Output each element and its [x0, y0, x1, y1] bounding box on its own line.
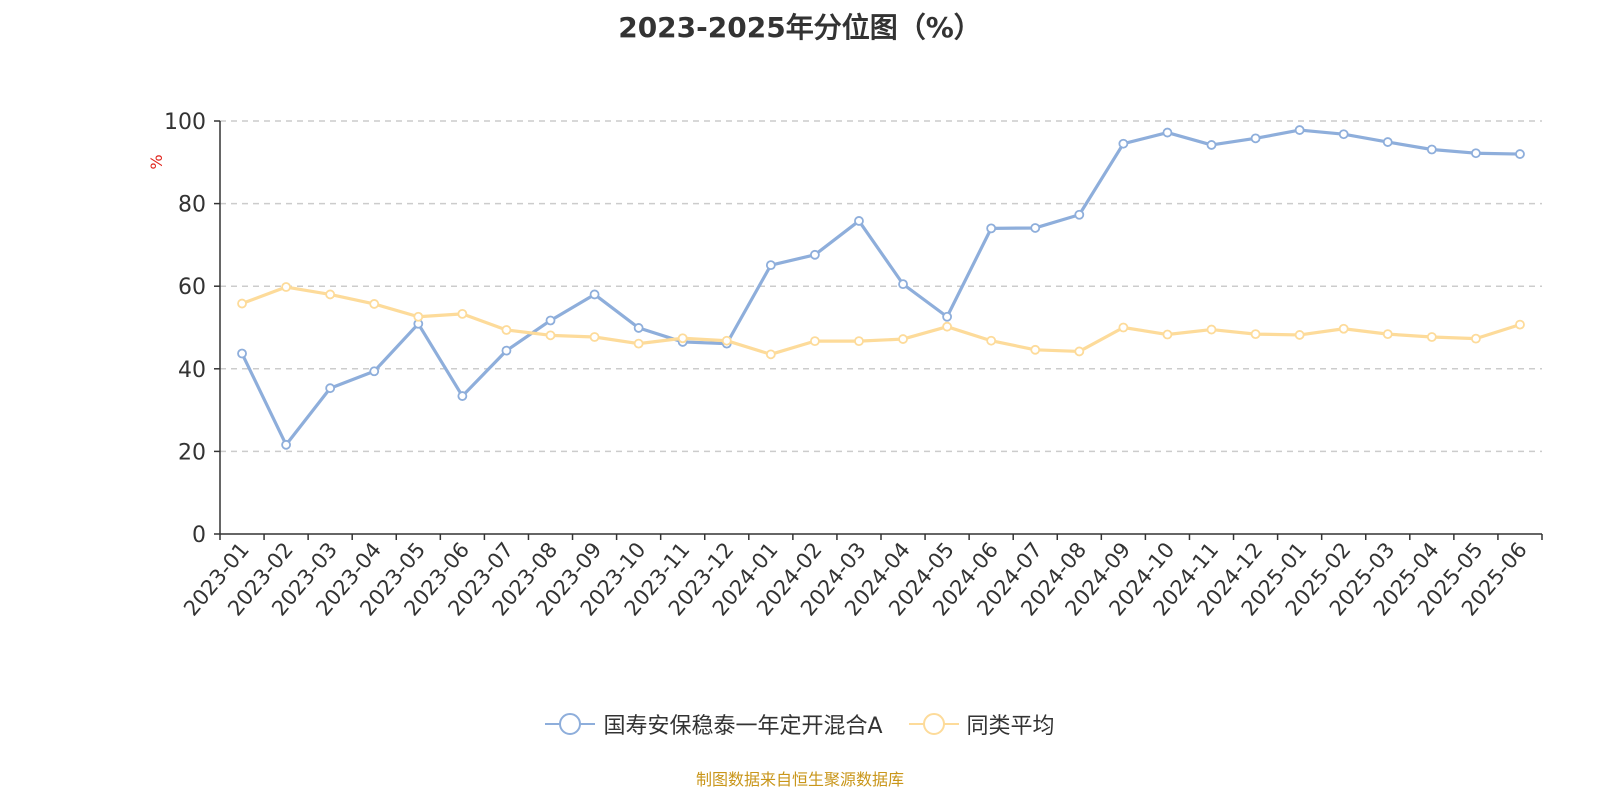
legend-swatch-icon [908, 713, 959, 735]
y-tick-label: 60 [178, 275, 206, 300]
data-point-series-2 [237, 298, 247, 309]
data-point-series-1 [1515, 149, 1525, 159]
y-tick-label: 80 [178, 193, 206, 218]
data-point-series-2 [677, 333, 688, 344]
data-point-series-2 [369, 299, 380, 309]
data-point-series-1 [1250, 133, 1261, 144]
data-point-series-2 [413, 311, 424, 322]
data-point-series-2 [898, 334, 908, 344]
series-line-1 [240, 128, 1520, 447]
data-point-series-1 [1118, 138, 1129, 149]
data-point-series-1 [1162, 127, 1173, 138]
data-point-series-2 [810, 336, 820, 347]
data-point-series-2 [1338, 323, 1349, 334]
data-point-series-1 [281, 439, 292, 450]
data-point-series-2 [1030, 344, 1041, 355]
legend-item-2[interactable]: 同类平均 [908, 708, 1055, 740]
data-point-series-2 [1206, 324, 1217, 335]
y-tick-label: 0 [192, 523, 206, 548]
data-point-series-1 [854, 216, 864, 226]
data-point-series-2 [765, 349, 776, 360]
chart-title: 2023-2025年分位图（%） [618, 11, 982, 44]
data-point-series-1 [1074, 209, 1085, 220]
y-tick-label: 40 [178, 358, 206, 383]
data-point-series-2 [633, 338, 644, 349]
data-point-series-1 [457, 391, 468, 401]
line-chart: 020406080100%2023-012023-022023-032023-0… [147, 110, 1543, 620]
series-layer [237, 125, 1525, 450]
legend: 国寿安保稳泰一年定开混合A 同类平均 [0, 708, 1600, 740]
data-point-series-1 [1338, 129, 1349, 140]
data-point-series-1 [589, 289, 600, 300]
data-point-series-1 [545, 315, 556, 326]
data-point-series-2 [1250, 329, 1261, 340]
data-point-series-1 [369, 366, 380, 377]
data-point-series-1 [986, 223, 997, 234]
data-point-series-2 [942, 321, 952, 332]
data-point-series-2 [1515, 319, 1525, 330]
data-point-series-1 [1471, 148, 1481, 159]
grid-lines [220, 120, 1542, 453]
legend-swatch-marker [559, 713, 582, 735]
data-point-series-2 [1471, 333, 1481, 344]
data-point-series-2 [1118, 322, 1129, 333]
data-point-series-2 [1162, 329, 1173, 340]
data-point-series-2 [325, 289, 336, 300]
legend-swatch-icon [545, 713, 596, 735]
data-point-series-2 [501, 325, 512, 335]
data-point-series-1 [765, 260, 776, 271]
data-point-series-1 [1030, 223, 1041, 233]
data-point-series-2 [1294, 330, 1305, 340]
data-point-series-1 [237, 348, 247, 359]
y-tick-label: 20 [178, 440, 206, 465]
data-point-series-1 [810, 249, 820, 260]
data-point-series-2 [1074, 346, 1085, 357]
data-point-series-1 [325, 383, 336, 394]
legend-label: 国寿安保稳泰一年定开混合A [603, 714, 883, 739]
data-point-series-2 [281, 282, 292, 292]
series-line-2 [241, 285, 1521, 356]
source-note: 制图数据来自恒生聚源数据库 [695, 770, 904, 789]
data-point-series-1 [1426, 144, 1437, 155]
data-point-series-2 [986, 335, 997, 346]
legend-swatch-marker [922, 713, 945, 735]
axes: 020406080100%2023-012023-022023-032023-0… [147, 110, 1543, 620]
data-point-series-2 [545, 330, 556, 341]
data-point-series-2 [854, 336, 864, 347]
data-point-series-1 [898, 279, 908, 290]
data-point-series-1 [1382, 137, 1393, 147]
data-point-series-1 [1206, 140, 1217, 150]
y-axis-unit: % [147, 154, 166, 169]
data-point-series-2 [457, 308, 468, 319]
data-point-series-2 [721, 335, 732, 346]
y-tick-label: 100 [164, 110, 206, 135]
data-point-series-1 [633, 323, 644, 333]
data-point-series-2 [1382, 329, 1393, 340]
data-point-series-1 [501, 345, 512, 356]
legend-item-1[interactable]: 国寿安保稳泰一年定开混合A [545, 708, 883, 740]
legend-label: 同类平均 [966, 714, 1055, 739]
data-point-series-1 [1294, 125, 1305, 135]
data-point-series-1 [942, 311, 952, 322]
data-point-series-2 [1426, 332, 1437, 342]
data-point-series-2 [589, 332, 600, 342]
